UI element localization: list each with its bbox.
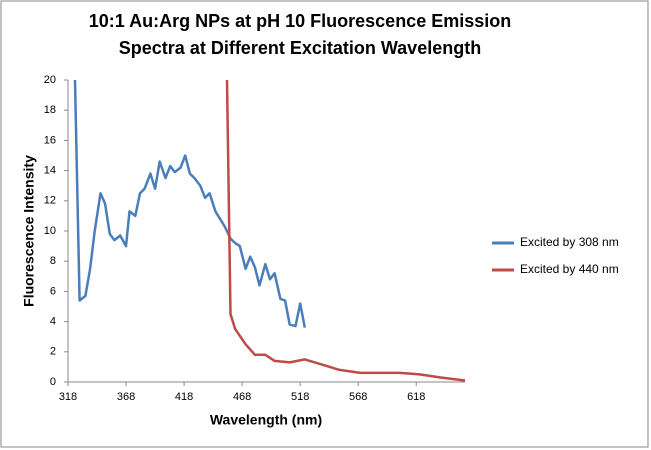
y-tick-label: 10: [44, 225, 56, 237]
legend-label: Excited by 308 nm: [520, 235, 619, 249]
x-tick-label: 418: [175, 391, 193, 403]
y-tick-label: 0: [50, 376, 56, 388]
y-tick-label: 4: [50, 316, 56, 328]
chart-title: 10:1 Au:Arg NPs at pH 10 Fluorescence Em…: [89, 11, 511, 31]
x-tick-label: 318: [59, 391, 77, 403]
series-line: [225, 79, 466, 382]
x-tick-label: 568: [349, 391, 367, 403]
y-tick-label: 6: [50, 285, 56, 297]
x-tick-label: 518: [291, 391, 309, 403]
y-tick-label: 14: [44, 165, 56, 177]
y-tick-label: 16: [44, 134, 56, 146]
series-line: [73, 79, 307, 328]
x-tick-label: 618: [407, 391, 425, 403]
y-tick-label: 18: [44, 104, 56, 116]
legend-label: Excited by 440 nm: [520, 262, 619, 276]
y-tick-label: 12: [44, 195, 56, 207]
x-tick-label: 468: [233, 391, 251, 403]
y-tick-label: 8: [50, 255, 56, 267]
x-axis-title: Wavelength (nm): [210, 412, 322, 428]
y-axis-title: Fluorescence Intensity: [21, 155, 37, 307]
y-tick-label: 20: [44, 74, 56, 86]
y-tick-label: 2: [50, 346, 56, 358]
chart-title: Spectra at Different Excitation Waveleng…: [119, 38, 481, 58]
x-tick-label: 368: [117, 391, 135, 403]
